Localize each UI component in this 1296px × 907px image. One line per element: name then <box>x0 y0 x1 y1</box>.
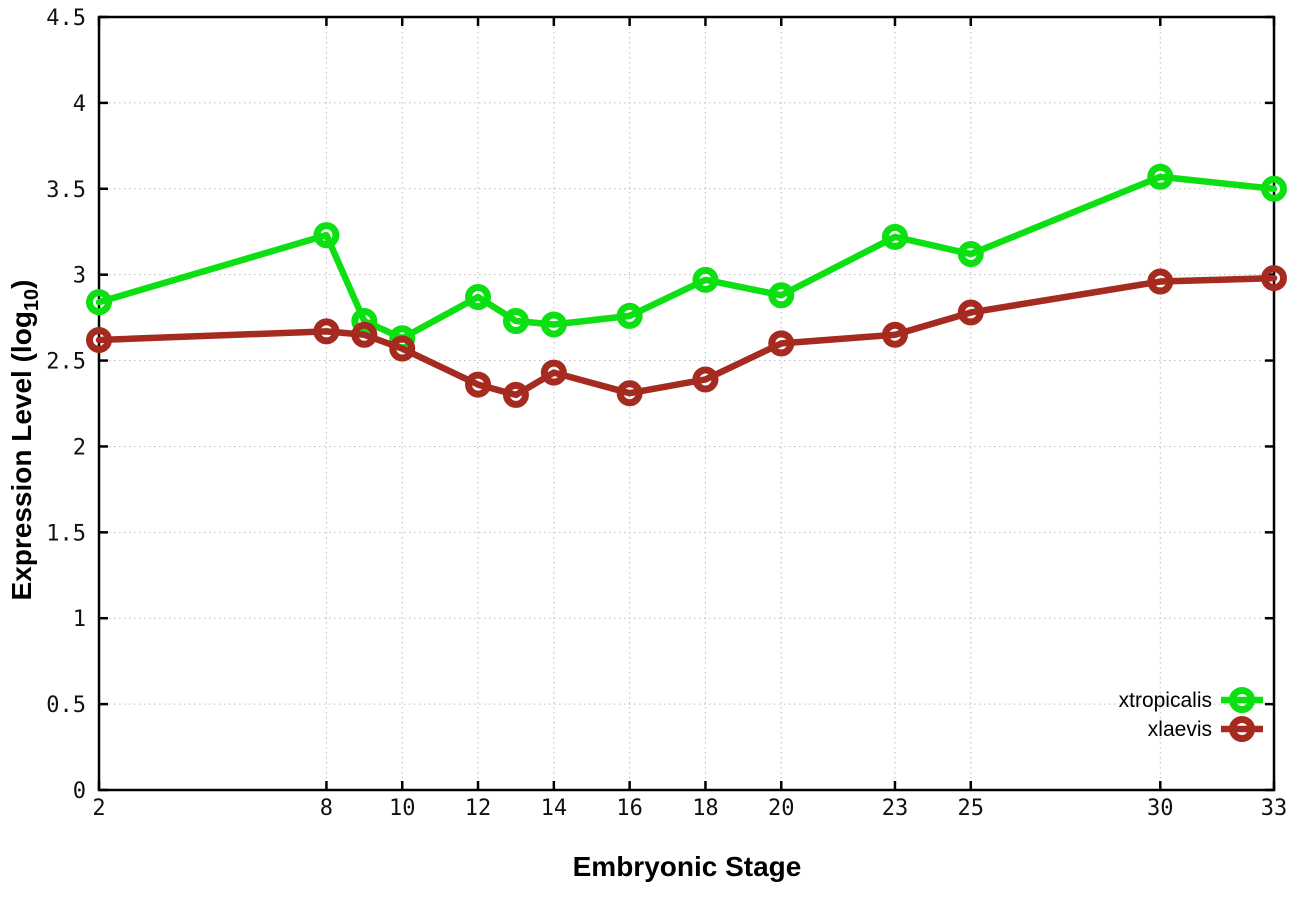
legend-marker-icon <box>1229 716 1255 742</box>
data-point-marker <box>313 222 340 249</box>
data-point-marker <box>1147 163 1174 190</box>
x-tick-label: 23 <box>882 796 909 821</box>
x-axis-title: Embryonic Stage <box>573 851 802 882</box>
y-tick-label: 2.5 <box>46 350 86 375</box>
x-tick-label: 30 <box>1147 796 1174 821</box>
data-point-marker <box>957 299 984 326</box>
y-tick-label: 4.5 <box>46 6 86 31</box>
data-point-marker <box>881 321 908 348</box>
y-axis-title-end: ) <box>6 280 37 289</box>
data-point-marker <box>313 318 340 345</box>
data-point-marker <box>616 302 643 329</box>
data-point-marker <box>1261 265 1287 292</box>
axes-layer: 2 8 10 12 14 16 18 20 23 25 30 33 0 0.5 1 1.5 2 2.5 3 3.5 4 4… <box>46 6 1287 821</box>
grid-layer <box>98 16 1275 791</box>
data-point-marker <box>465 371 492 398</box>
data-point-marker <box>351 321 378 348</box>
data-point-marker <box>957 241 984 268</box>
y-axis-title-subscript: 10 <box>21 289 43 311</box>
data-point-marker <box>502 308 529 335</box>
legend-label: xtropicalis <box>1119 689 1212 712</box>
series-line-xtropicalis <box>95 173 1278 342</box>
y-tick-label: 3 <box>73 264 86 289</box>
data-point-marker <box>502 381 529 408</box>
x-tick-label: 10 <box>389 796 416 821</box>
data-point-marker <box>768 282 795 309</box>
x-tick-label: 33 <box>1261 796 1288 821</box>
data-point-marker <box>86 326 112 353</box>
x-tick-label: 18 <box>692 796 719 821</box>
series-xtropicalis <box>86 163 1287 352</box>
series-line-xlaevis <box>95 274 1278 399</box>
data-point-marker <box>692 266 719 293</box>
y-tick-label: 1.5 <box>46 521 86 546</box>
series-layer <box>86 163 1287 408</box>
data-point-marker <box>881 223 908 250</box>
y-tick-label: 2 <box>73 435 86 460</box>
x-tick-label: 25 <box>958 796 985 821</box>
data-point-marker <box>540 359 567 386</box>
data-point-marker <box>351 308 378 335</box>
legend-label: xlaevis <box>1148 718 1212 741</box>
series-xlaevis <box>86 265 1287 408</box>
y-tick-label: 0.5 <box>46 693 86 718</box>
data-point-marker <box>1261 175 1287 202</box>
x-tick-label: 8 <box>320 796 333 821</box>
data-point-marker <box>692 366 719 393</box>
y-tick-label: 1 <box>73 607 86 632</box>
data-point-marker <box>1147 268 1174 295</box>
y-tick-label: 4 <box>73 92 86 117</box>
legend-entry-xlaevis: xlaevis <box>1148 716 1263 742</box>
plot-border <box>97 15 1276 792</box>
x-tick-label: 16 <box>616 796 643 821</box>
data-point-marker <box>86 289 112 316</box>
x-tick-label: 14 <box>541 796 568 821</box>
legend: xtropicalis xlaevis <box>1119 687 1263 742</box>
data-point-marker <box>465 283 492 310</box>
x-tick-label: 2 <box>92 796 105 821</box>
data-point-marker <box>389 335 416 362</box>
data-point-marker <box>616 380 643 407</box>
data-point-marker <box>768 330 795 357</box>
legend-marker-icon <box>1229 687 1255 713</box>
y-axis-title: Expression Level (log10) <box>6 280 43 601</box>
y-tick-label: 3.5 <box>46 178 86 203</box>
y-axis-title-main: Expression Level (log <box>6 311 37 600</box>
legend-entry-xtropicalis: xtropicalis <box>1119 687 1263 713</box>
y-tick-label: 0 <box>73 779 86 804</box>
x-tick-label: 12 <box>465 796 492 821</box>
x-tick-label: 20 <box>768 796 795 821</box>
data-point-marker <box>540 311 567 338</box>
